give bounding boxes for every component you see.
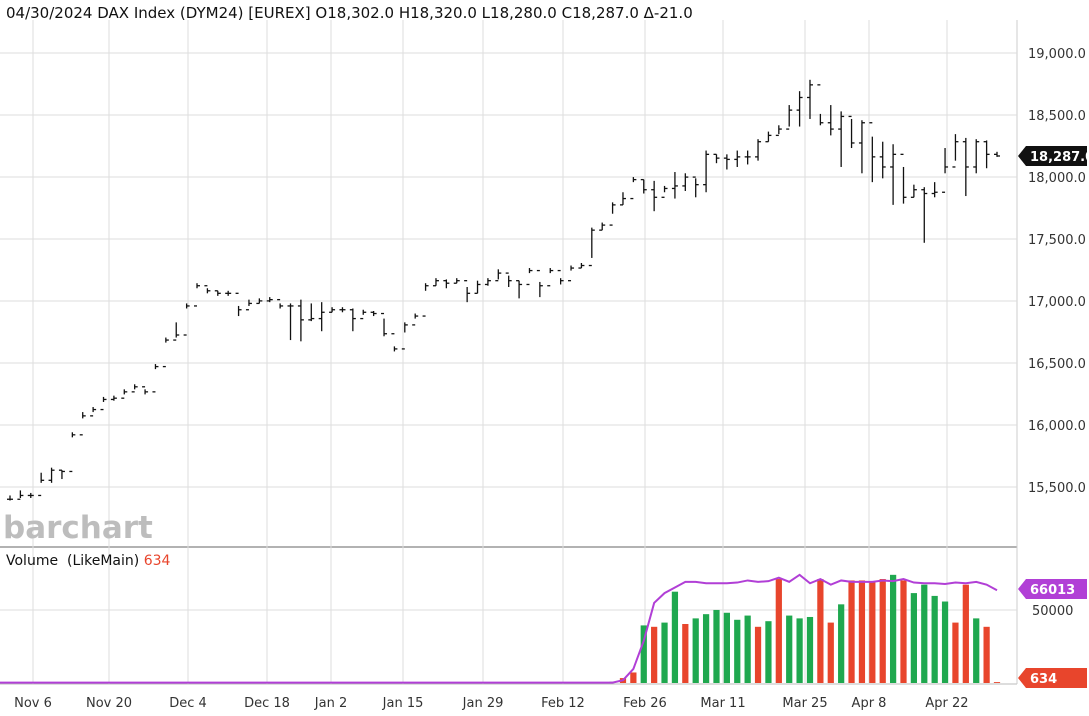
last-price-label: 18,287.0 <box>1030 150 1089 165</box>
volume-y-tick-label: 50000 <box>1032 604 1073 619</box>
y-tick-label: 16,500.0 <box>1028 357 1086 372</box>
volume-bar <box>806 616 814 683</box>
volume-bar <box>931 595 938 683</box>
volume-bar <box>744 615 751 683</box>
volume-bar <box>796 618 803 683</box>
volume-bar <box>713 609 720 683</box>
x-tick-label: Mar 11 <box>700 696 745 711</box>
volume-last-badge <box>1018 668 1087 688</box>
volume-bar <box>734 619 741 683</box>
volume-bar <box>879 579 886 683</box>
x-tick-label: Feb 12 <box>541 696 585 711</box>
volume-bar <box>993 682 1001 683</box>
volume-bar <box>754 626 762 683</box>
volume-bar <box>941 601 949 683</box>
volume-bar <box>838 604 845 683</box>
volume-bar <box>630 672 637 683</box>
volume-bar <box>775 579 782 683</box>
volume-bar <box>671 591 679 683</box>
volume-bar <box>682 624 689 683</box>
volume-bar <box>651 626 658 683</box>
header-open: O18,302.0 <box>315 4 395 22</box>
header-high: H18,320.0 <box>398 4 477 22</box>
volume-value: 634 <box>143 553 171 569</box>
header-symbol: DAX Index (DYM24) [EUREX] <box>97 4 311 22</box>
volume-bar <box>962 584 969 683</box>
volume-header: Volume (LikeMain) 634 <box>6 553 170 569</box>
y-tick-label: 17,500.0 <box>1028 233 1086 248</box>
chart-header: 04/30/2024 DAX Index (DYM24) [EUREX] O18… <box>6 4 693 22</box>
volume-bar <box>983 626 990 683</box>
volume-ma-line <box>0 573 998 684</box>
volume-bar <box>827 622 834 683</box>
y-tick-label: 18,000.0 <box>1028 171 1086 186</box>
volume-bar <box>640 625 647 683</box>
volume-label: Volume <box>6 553 59 569</box>
volume-ma-label: 66013 <box>1030 583 1075 598</box>
volume-bar <box>910 593 918 683</box>
volume-ma-badge <box>1018 579 1087 599</box>
x-tick-label: Dec 18 <box>244 696 290 711</box>
header-date: 04/30/2024 <box>6 4 93 22</box>
x-tick-label: Nov 20 <box>86 696 132 711</box>
x-tick-label: Jan 29 <box>462 696 504 711</box>
x-tick-label: Mar 25 <box>782 696 827 711</box>
volume-bar <box>952 622 959 683</box>
x-tick-label: Feb 26 <box>623 696 667 711</box>
volume-bar <box>765 621 772 683</box>
volume-last-label: 634 <box>1030 672 1057 687</box>
volume-bar <box>723 612 730 683</box>
x-tick-label: Apr 8 <box>852 696 887 711</box>
header-change: Δ-21.0 <box>643 4 693 22</box>
volume-bar <box>889 574 897 683</box>
header-low: L18,280.0 <box>481 4 557 22</box>
y-tick-label: 15,500.0 <box>1028 481 1086 496</box>
y-tick-label: 18,500.0 <box>1028 109 1086 124</box>
last-price-badge <box>1018 145 1087 166</box>
y-tick-label: 17,000.0 <box>1028 295 1086 310</box>
volume-bar <box>786 615 793 683</box>
volume-bar <box>702 614 710 683</box>
y-tick-label: 19,000.0 <box>1028 47 1086 62</box>
volume-bar <box>973 618 980 683</box>
header-close: C18,287.0 <box>561 4 639 22</box>
volume-bar <box>858 580 866 683</box>
volume-bar <box>921 584 928 683</box>
volume-bar <box>900 580 907 683</box>
volume-study: (LikeMain) <box>66 553 140 569</box>
watermark-logo: barchart <box>3 510 153 546</box>
y-tick-label: 16,000.0 <box>1028 419 1086 434</box>
x-tick-label: Nov 6 <box>14 696 52 711</box>
volume-bar <box>661 622 668 683</box>
x-tick-label: Dec 4 <box>169 696 207 711</box>
x-tick-label: Jan 2 <box>314 696 347 711</box>
volume-bar <box>848 580 855 683</box>
volume-bar <box>869 581 876 683</box>
x-tick-label: Apr 22 <box>925 696 968 711</box>
x-tick-label: Jan 15 <box>382 696 424 711</box>
volume-bar <box>692 618 699 683</box>
volume-bar <box>817 579 824 683</box>
